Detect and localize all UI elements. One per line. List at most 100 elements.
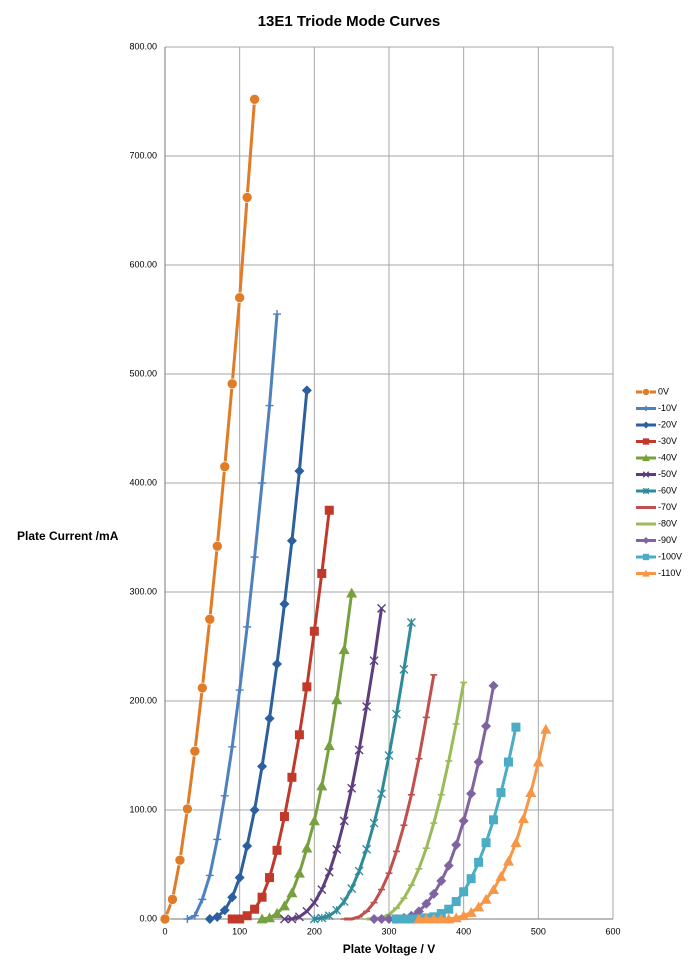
marker <box>235 914 245 924</box>
marker <box>642 454 650 462</box>
marker <box>242 840 253 851</box>
marker <box>369 656 379 666</box>
marker <box>488 680 499 691</box>
marker <box>220 791 229 800</box>
y-axis-label: Plate Current /mA <box>17 529 119 543</box>
marker <box>421 898 432 909</box>
marker <box>205 871 214 880</box>
chart-title: 13E1 Triode Mode Curves <box>258 13 441 30</box>
marker <box>642 537 650 544</box>
marker <box>257 761 268 772</box>
marker <box>406 618 416 627</box>
marker <box>354 745 364 755</box>
marker <box>362 844 372 854</box>
legend-label: -90V <box>658 535 677 545</box>
legend-label: 0V <box>658 386 669 396</box>
marker <box>377 603 387 613</box>
marker <box>286 535 297 546</box>
legend-label: -80V <box>658 518 677 528</box>
y-tick-label: 700.00 <box>129 150 157 160</box>
marker <box>642 569 650 577</box>
marker <box>241 192 253 203</box>
marker <box>540 723 552 734</box>
legend-label: -40V <box>658 452 677 462</box>
marker <box>369 914 380 924</box>
series <box>391 722 521 924</box>
marker <box>473 901 485 912</box>
marker <box>384 914 394 924</box>
y-tick-label: 0.00 <box>139 913 157 923</box>
marker <box>643 405 649 412</box>
legend-label: -100V <box>658 551 682 561</box>
series <box>204 385 312 924</box>
marker <box>228 742 237 751</box>
marker <box>324 505 334 515</box>
marker <box>324 867 334 877</box>
marker <box>279 914 289 924</box>
marker <box>392 709 401 719</box>
legend-label: -60V <box>658 485 677 495</box>
marker <box>272 658 282 669</box>
marker <box>242 911 252 921</box>
marker <box>257 892 267 902</box>
marker <box>316 780 328 791</box>
marker <box>293 867 305 878</box>
series <box>256 587 358 924</box>
marker <box>466 874 476 884</box>
marker <box>339 897 349 907</box>
marker <box>458 815 469 826</box>
marker <box>213 835 222 844</box>
legend-label: -30V <box>658 436 677 446</box>
marker <box>226 378 238 390</box>
marker <box>399 914 409 924</box>
marker <box>480 893 492 904</box>
marker <box>204 914 215 924</box>
marker <box>362 701 372 711</box>
marker <box>197 682 208 694</box>
x-tick-label: 400 <box>456 926 471 936</box>
legend-label: -10V <box>658 403 677 413</box>
marker <box>510 837 522 848</box>
marker <box>323 740 335 751</box>
marker <box>189 745 201 757</box>
marker <box>264 912 276 923</box>
marker <box>301 842 313 853</box>
marker <box>183 915 192 923</box>
marker <box>347 884 357 893</box>
marker <box>249 94 260 105</box>
marker <box>273 310 281 319</box>
y-tick-label: 400.00 <box>129 477 157 487</box>
marker <box>271 908 283 918</box>
marker <box>234 292 245 304</box>
marker <box>642 471 650 478</box>
marker <box>443 860 454 871</box>
marker <box>332 844 342 854</box>
marker <box>495 870 507 881</box>
marker <box>391 914 401 924</box>
marker <box>474 857 484 867</box>
marker <box>250 904 260 914</box>
marker <box>278 900 290 911</box>
legend-label: -50V <box>658 469 677 479</box>
marker <box>488 884 500 894</box>
marker <box>317 913 327 923</box>
series-line <box>163 99 257 920</box>
marker <box>451 839 462 850</box>
series-line <box>261 592 354 921</box>
y-tick-label: 600.00 <box>129 259 157 269</box>
marker <box>302 682 312 692</box>
marker <box>250 553 259 562</box>
marker <box>384 751 394 760</box>
marker <box>258 479 267 487</box>
marker <box>489 815 499 825</box>
y-tick-label: 500.00 <box>129 368 157 378</box>
marker <box>182 803 193 815</box>
marker <box>235 686 244 695</box>
marker <box>309 914 319 924</box>
series-line <box>374 685 496 921</box>
series-line <box>186 313 279 921</box>
marker <box>459 887 469 897</box>
x-tick-label: 0 <box>162 926 167 936</box>
marker <box>279 598 290 609</box>
marker <box>466 788 477 799</box>
